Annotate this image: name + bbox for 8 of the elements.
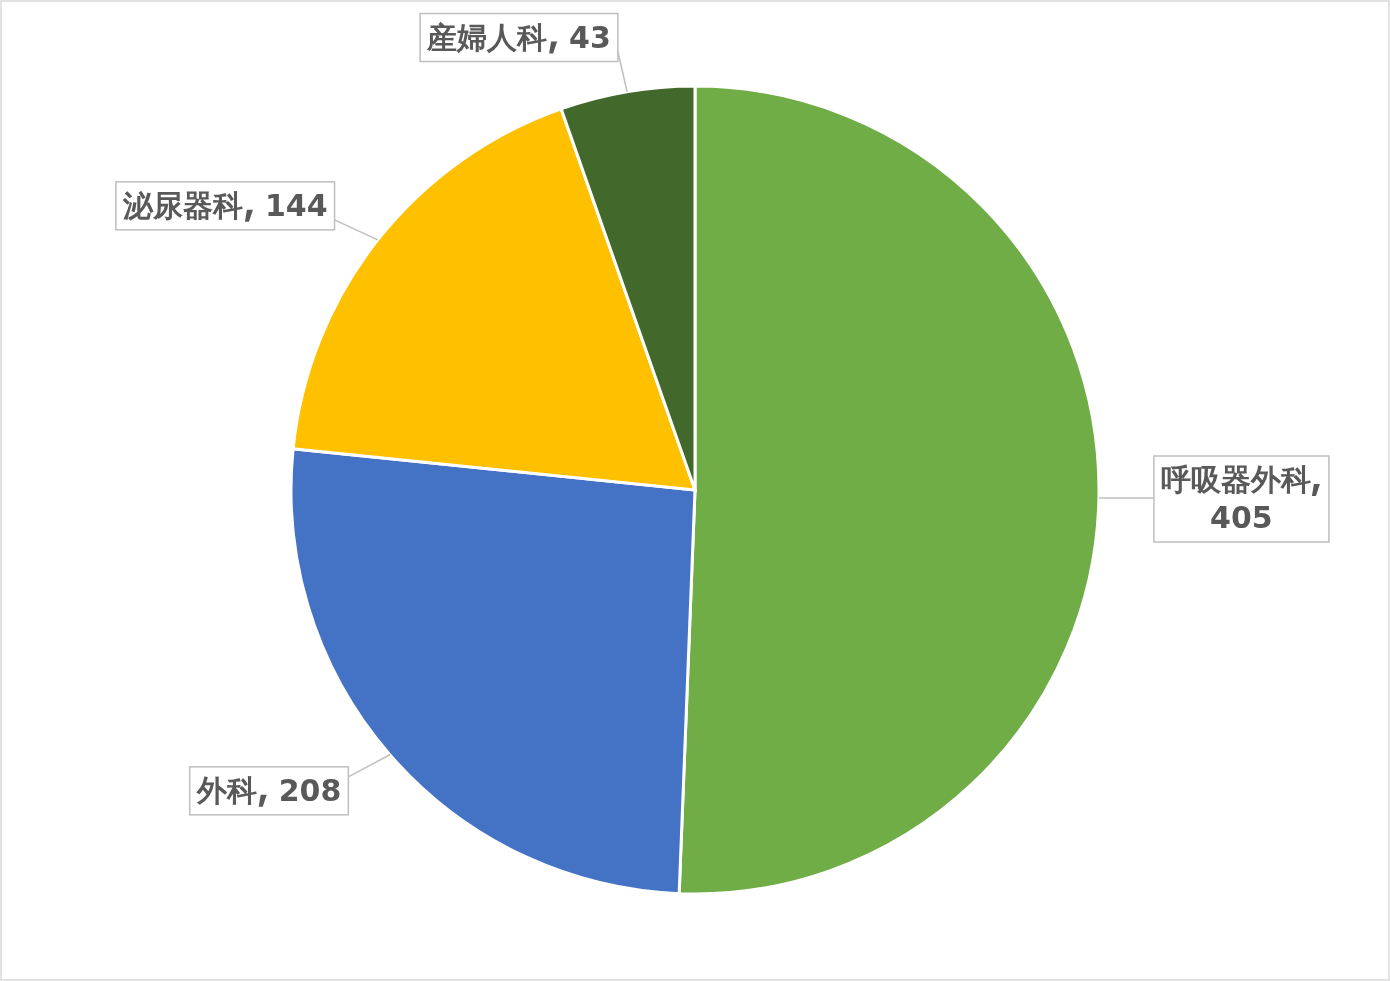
data-label: 43 xyxy=(569,19,611,55)
data-label: 208 xyxy=(278,772,342,808)
slice-label: 外科 xyxy=(195,772,257,808)
slice-label: 呼吸器外科 xyxy=(1160,462,1311,498)
data-label: 405 xyxy=(1210,500,1273,536)
slice-label: 産婦人科 xyxy=(426,19,548,55)
data-label: 144 xyxy=(264,187,328,223)
slice-label: 泌尿器科 xyxy=(121,187,243,223)
